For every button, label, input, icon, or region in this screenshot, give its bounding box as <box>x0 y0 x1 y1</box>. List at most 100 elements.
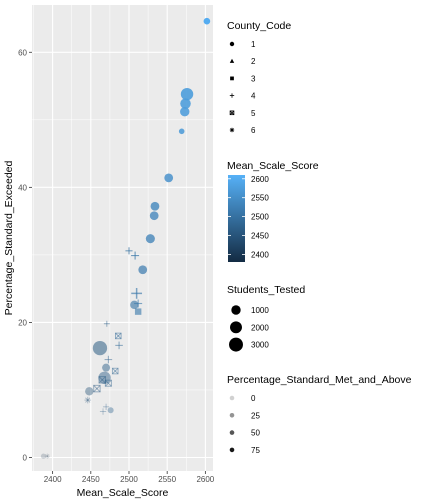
legend-title-county-code: County_Code <box>227 20 291 32</box>
y-axis-title: Percentage_Standard_Exceeded <box>3 160 15 315</box>
data-point-box <box>111 367 119 375</box>
legend-label-percentage-met: 0 <box>251 394 256 403</box>
data-point-d1 <box>104 379 112 387</box>
data-point-box <box>93 384 101 393</box>
data-point <box>102 363 111 372</box>
data-point <box>107 407 114 414</box>
data-point <box>104 379 112 387</box>
data-point <box>138 265 148 275</box>
data-point-d2 <box>98 376 106 384</box>
legend-label-mean-scale-score: 2600 <box>251 175 269 184</box>
legend-key-shape-box <box>229 110 235 116</box>
data-points <box>40 17 211 459</box>
data-point <box>92 340 108 356</box>
data-point <box>180 98 191 109</box>
legend-label-percentage-met: 75 <box>251 446 260 455</box>
data-point <box>99 408 107 415</box>
data-point <box>145 234 155 244</box>
y-tick-label: 60 <box>18 48 27 57</box>
data-point <box>111 367 119 375</box>
y-tick-label: 40 <box>18 183 27 192</box>
data-point <box>84 396 92 404</box>
data-point <box>85 387 94 396</box>
legend-key-alpha <box>229 447 235 453</box>
data-point <box>134 299 143 308</box>
x-tick-label: 2400 <box>44 475 62 484</box>
data-point <box>125 247 133 255</box>
legend-label-county-code: 5 <box>251 109 256 118</box>
data-point-s1 <box>85 397 91 403</box>
data-point <box>93 384 101 393</box>
data-point-d2 <box>112 367 119 375</box>
legend-key-shape-d2 <box>229 110 235 115</box>
legend-key-shape <box>229 127 235 133</box>
x-tick-label: 2500 <box>120 475 138 484</box>
legend-label-students-tested: 2000 <box>251 323 269 332</box>
legends: County_Code123456Mean_Scale_Score2600255… <box>227 20 412 455</box>
data-point <box>150 201 160 211</box>
legend-key-alpha <box>229 413 235 418</box>
data-point-s1 <box>45 454 50 459</box>
panel-background <box>32 5 213 471</box>
legend-label-percentage-met: 25 <box>251 411 260 420</box>
plot-panel <box>32 5 213 471</box>
data-point <box>98 371 111 384</box>
legend-key-size <box>229 337 243 352</box>
data-point <box>115 341 123 350</box>
x-tick-label: 2550 <box>158 475 176 484</box>
data-point <box>104 355 113 364</box>
legend-key-shape <box>229 93 235 98</box>
data-point <box>115 332 122 340</box>
data-point-d1 <box>98 376 106 384</box>
legend-label-students-tested: 1000 <box>251 306 269 315</box>
data-point <box>180 87 194 101</box>
legend-key-alpha <box>229 430 235 435</box>
data-point <box>102 403 110 410</box>
data-point <box>149 211 159 221</box>
legend-key-shape <box>229 41 235 47</box>
legend-key-shape-s3 <box>230 128 234 132</box>
legend-label-mean-scale-score: 2400 <box>251 250 269 259</box>
data-point <box>131 287 143 299</box>
legend-label-county-code: 2 <box>251 57 256 66</box>
data-point-box <box>104 379 112 387</box>
legend-key-alpha <box>229 395 235 401</box>
legend-label-mean-scale-score: 2450 <box>251 232 269 241</box>
legend-label-percentage-met: 50 <box>251 429 260 438</box>
axes: 2400 2450 2500 2550 2600 0 20 40 60 <box>18 48 215 484</box>
x-tick-label: 2600 <box>196 475 214 484</box>
legend-key-shape <box>229 58 235 63</box>
data-point-box <box>115 332 122 340</box>
data-point-d2 <box>115 332 122 340</box>
data-point <box>164 173 174 183</box>
data-point <box>103 320 110 327</box>
legend-label-county-code: 3 <box>251 74 256 83</box>
y-tick-label: 0 <box>23 453 28 462</box>
data-point <box>131 251 140 260</box>
legend-title-percentage-met: Percentage_Standard_Met_and_Above <box>227 374 412 386</box>
legend-label-mean-scale-score: 2550 <box>251 194 269 203</box>
data-point-s3 <box>85 397 91 403</box>
data-point <box>180 107 190 117</box>
legend-label-county-code: 4 <box>251 92 256 101</box>
data-point <box>44 453 50 459</box>
data-point <box>40 453 47 459</box>
x-tick-label: 2450 <box>82 475 100 484</box>
data-point-d1 <box>112 367 119 375</box>
colorbar <box>228 175 245 262</box>
legend-key-size <box>231 305 241 315</box>
legend-key-size <box>230 321 242 334</box>
legend-label-county-code: 6 <box>251 126 256 135</box>
data-point <box>130 300 139 310</box>
legend-key-shape <box>229 110 235 116</box>
y-tick-label: 20 <box>18 318 27 327</box>
legend-label-students-tested: 3000 <box>251 341 269 350</box>
legend-label-county-code: 1 <box>251 40 256 49</box>
data-point <box>98 376 107 384</box>
legend-key-shape <box>230 76 234 81</box>
data-point-d2 <box>104 379 112 387</box>
x-axis-title: Mean_Scale_Score <box>77 487 169 499</box>
data-point <box>178 128 185 135</box>
data-point-d2 <box>93 385 101 393</box>
